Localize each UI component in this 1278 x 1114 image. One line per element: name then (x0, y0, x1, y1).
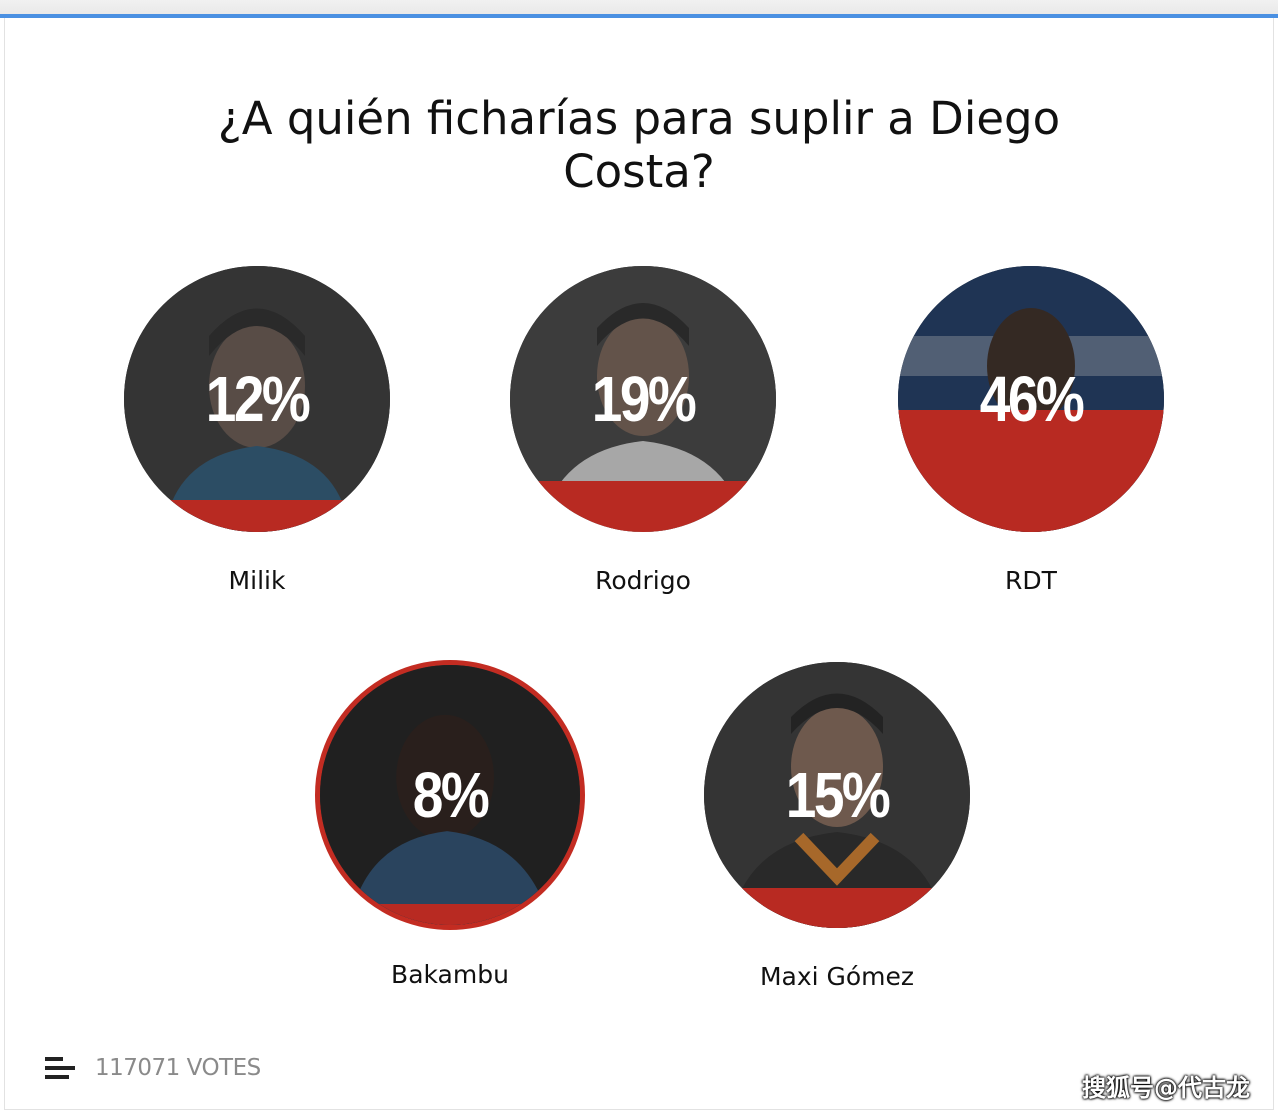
option-name: Bakambu (391, 960, 509, 989)
option-photo-circle[interactable]: 15% (704, 662, 970, 928)
poll-option-maxi-gomez[interactable]: 15% Maxi Gómez (702, 662, 972, 1022)
percent-label: 19% (591, 363, 697, 435)
bars-icon (45, 1057, 75, 1079)
player-photo (124, 266, 390, 532)
percent-fill (704, 888, 970, 928)
poll-option-rdt[interactable]: 46% RDT (896, 266, 1166, 626)
percent-fill (898, 409, 1164, 532)
option-name: Maxi Gómez (759, 962, 915, 991)
percent-label: 15% (785, 759, 891, 831)
poll-title: ¿A quién ficharías para suplir a Diego C… (217, 92, 1061, 198)
votes-count: 117071 VOTES (95, 1055, 261, 1081)
photo-shade (124, 266, 390, 532)
photo-shade (320, 665, 580, 925)
percent-fill (320, 904, 580, 925)
poll-option-bakambu[interactable]: 8% Bakambu (315, 660, 585, 1020)
option-photo-circle[interactable]: 12% (124, 266, 390, 532)
poll-option-milik[interactable]: 12% Milik (122, 266, 392, 626)
option-name: Milik (228, 566, 286, 595)
watermark: 搜狐号@代古龙 (1082, 1074, 1250, 1102)
top-border (0, 0, 1278, 18)
option-photo-circle[interactable]: 8% (315, 660, 585, 930)
option-photo-circle[interactable]: 46% (898, 266, 1164, 532)
percent-label: 12% (205, 363, 311, 435)
poll-frame (4, 18, 1274, 1110)
option-photo-circle[interactable]: 19% (510, 266, 776, 532)
option-name: Rodrigo (595, 566, 691, 595)
option-name: RDT (1005, 566, 1057, 595)
photo-shade (704, 662, 970, 928)
percent-label: 8% (412, 759, 490, 831)
poll-option-rodrigo[interactable]: 19% Rodrigo (508, 266, 778, 626)
votes-footer: 117071 VOTES (45, 1055, 261, 1081)
percent-label: 46% (979, 363, 1085, 435)
percent-fill (510, 481, 776, 532)
percent-fill (124, 500, 390, 532)
player-photo (320, 665, 580, 925)
